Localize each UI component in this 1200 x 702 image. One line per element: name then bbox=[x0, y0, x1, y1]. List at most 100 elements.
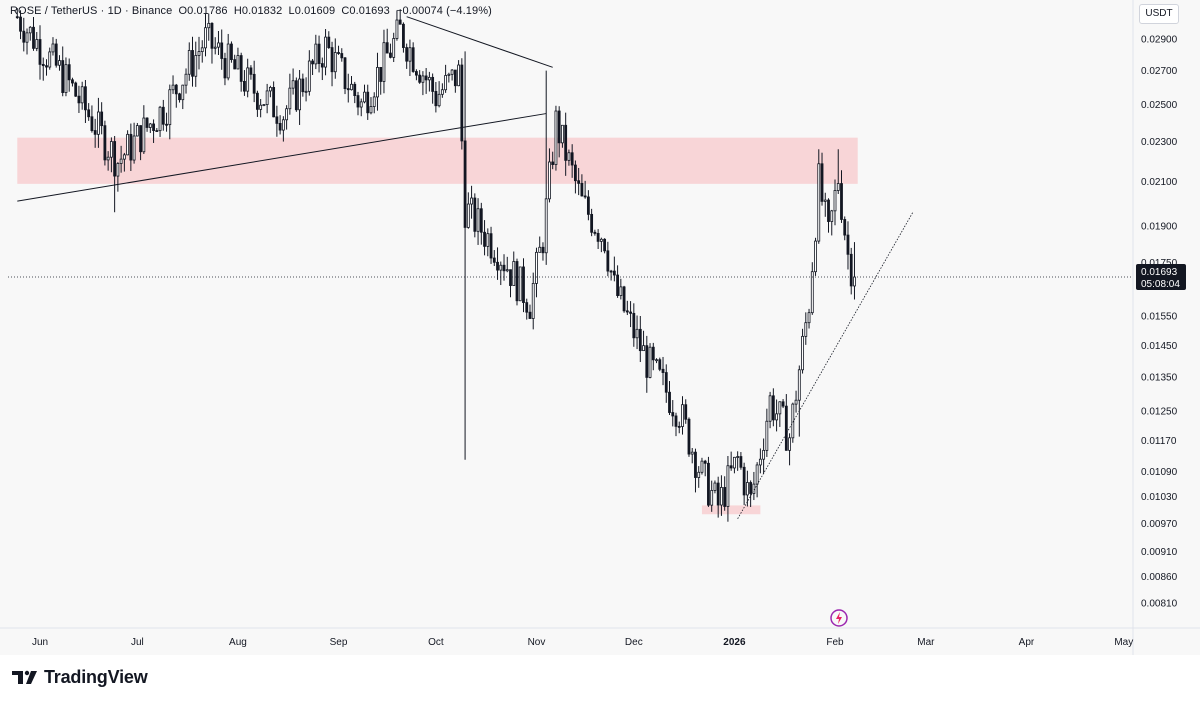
candle bbox=[836, 149, 840, 194]
candlestick-chart[interactable]: 0.02900 0.02700 0.02500 0.02300 0.02100 0.019… bbox=[0, 0, 1200, 655]
candle bbox=[447, 72, 451, 83]
candle bbox=[710, 480, 714, 512]
candle bbox=[599, 237, 603, 253]
candle-body bbox=[411, 47, 415, 72]
candle bbox=[54, 38, 58, 68]
candle bbox=[635, 315, 639, 350]
price-tick-label: 0.01450 bbox=[1141, 341, 1178, 352]
candle-body bbox=[476, 208, 480, 232]
candle bbox=[616, 265, 619, 298]
candle bbox=[671, 400, 675, 427]
price-axis[interactable]: 0.02900 0.02700 0.02500 0.02300 0.02100 0.019… bbox=[1132, 0, 1178, 655]
candle-body bbox=[304, 90, 308, 93]
candle bbox=[158, 105, 162, 137]
candle-body bbox=[431, 76, 435, 92]
candle-body bbox=[256, 92, 259, 110]
price-tick-label: 0.01350 bbox=[1141, 373, 1178, 384]
candle bbox=[788, 433, 791, 466]
candle-body bbox=[230, 43, 233, 61]
candle-body bbox=[100, 111, 104, 127]
candle-body bbox=[84, 86, 87, 111]
candle-body bbox=[363, 91, 366, 103]
candle bbox=[210, 22, 214, 64]
candle bbox=[35, 32, 39, 52]
currency-selector[interactable]: USDT bbox=[1139, 4, 1179, 24]
candle bbox=[275, 105, 279, 137]
candle bbox=[307, 50, 311, 96]
candle bbox=[243, 70, 246, 96]
candle bbox=[148, 122, 152, 134]
candle bbox=[25, 28, 29, 55]
tradingview-brand[interactable]: TradingView bbox=[12, 665, 148, 689]
candle-body bbox=[531, 283, 535, 319]
candle-body bbox=[466, 203, 470, 228]
candle-body bbox=[593, 231, 597, 234]
candle-body bbox=[366, 91, 370, 114]
time-axis[interactable]: Jun Jul Aug Sep Oct Nov Dec 2026 Feb Mar Apr May bbox=[0, 627, 1200, 648]
candle-body bbox=[434, 91, 438, 107]
candle bbox=[340, 48, 344, 62]
candle bbox=[781, 399, 785, 409]
chart-pane[interactable] bbox=[0, 0, 1200, 655]
candle bbox=[45, 59, 48, 76]
candle-body bbox=[453, 69, 457, 87]
candle bbox=[265, 83, 269, 114]
time-tick-label: Jul bbox=[131, 637, 144, 648]
candle-body bbox=[275, 116, 279, 124]
candle bbox=[207, 13, 211, 41]
candle bbox=[661, 356, 665, 386]
candle bbox=[694, 448, 697, 493]
candle-body bbox=[356, 95, 360, 108]
candle bbox=[84, 80, 87, 123]
candle bbox=[161, 99, 165, 131]
candle bbox=[531, 272, 535, 330]
candle bbox=[116, 162, 120, 192]
candle-body bbox=[616, 274, 619, 296]
candle bbox=[398, 9, 402, 25]
candle-body bbox=[298, 78, 301, 111]
candle-body bbox=[840, 183, 843, 220]
candle bbox=[15, 8, 19, 19]
candle-body bbox=[674, 415, 678, 427]
candle bbox=[499, 261, 503, 286]
candle bbox=[48, 47, 52, 70]
flash-icon[interactable] bbox=[829, 608, 849, 628]
candle bbox=[638, 315, 642, 363]
candle-body bbox=[71, 79, 74, 84]
candle-body bbox=[165, 123, 168, 126]
candle bbox=[489, 226, 493, 264]
legend-high: H0.01832 bbox=[233, 5, 283, 17]
price-tick-label: 0.01030 bbox=[1141, 492, 1178, 503]
candle bbox=[100, 102, 104, 135]
candle-body bbox=[340, 53, 344, 59]
candle-body bbox=[382, 42, 386, 82]
candle bbox=[291, 68, 295, 95]
candle bbox=[145, 117, 149, 132]
candle bbox=[171, 75, 175, 94]
candle bbox=[512, 251, 516, 286]
candle bbox=[217, 30, 220, 56]
candle-body bbox=[236, 55, 240, 70]
candle-body bbox=[272, 87, 276, 118]
candle-body bbox=[301, 78, 305, 93]
candle bbox=[204, 13, 207, 57]
candle-body bbox=[619, 286, 623, 296]
candle-body bbox=[801, 335, 804, 371]
candle bbox=[337, 45, 340, 55]
candle-body bbox=[333, 52, 337, 73]
price-tick-label: 0.01900 bbox=[1141, 221, 1178, 232]
candle bbox=[765, 408, 769, 457]
candle-body bbox=[369, 106, 373, 114]
candle-body bbox=[223, 58, 227, 79]
candle bbox=[466, 192, 470, 229]
candle-body bbox=[265, 90, 269, 105]
symbol-legend[interactable]: ROSE / TetherUS · 1D · Binance O0.01786 … bbox=[10, 5, 495, 17]
candle bbox=[181, 84, 185, 110]
candle-body bbox=[80, 86, 84, 104]
price-tick-label: 0.00970 bbox=[1141, 519, 1178, 530]
candle bbox=[492, 250, 496, 266]
candle-body bbox=[213, 46, 217, 49]
candle bbox=[200, 40, 204, 63]
candle bbox=[402, 22, 405, 53]
candle bbox=[502, 254, 506, 281]
